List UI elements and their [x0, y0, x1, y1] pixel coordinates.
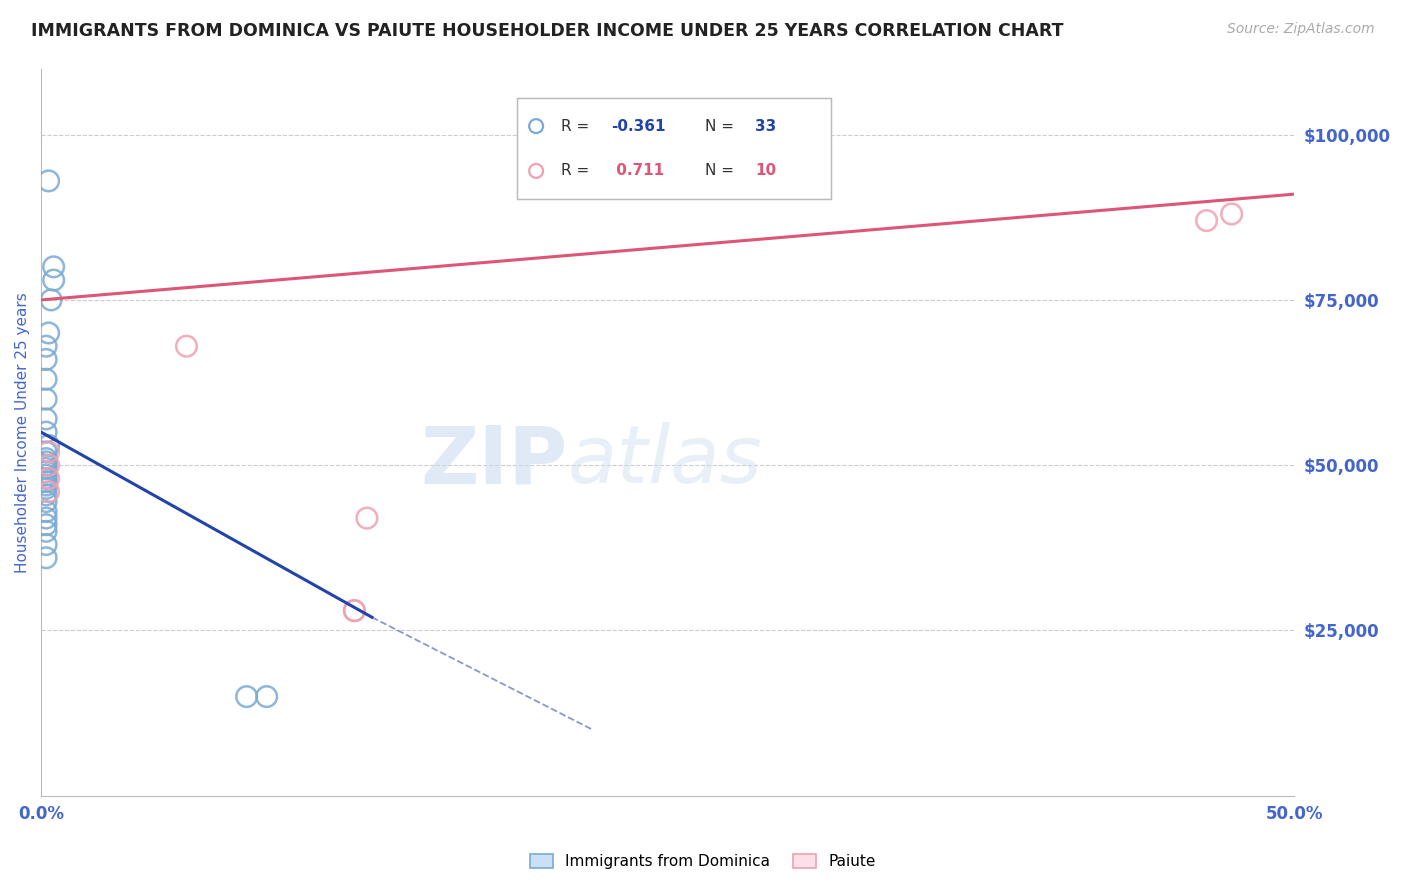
Point: [38, 458, 60, 473]
Point: [176, 339, 198, 353]
Point: [343, 604, 366, 618]
Point: [38, 471, 60, 485]
Point: [35, 475, 58, 489]
Point: [35, 458, 58, 473]
Point: [39, 293, 62, 307]
Point: [35, 465, 58, 479]
Point: [35, 517, 58, 532]
Point: [35, 494, 58, 508]
Point: [235, 690, 257, 704]
Text: ZIP: ZIP: [420, 422, 568, 500]
Point: [35, 471, 58, 485]
Y-axis label: Householder Income Under 25 years: Householder Income Under 25 years: [15, 292, 30, 573]
Point: [356, 511, 378, 525]
Legend: Immigrants from Dominica, Paiute: Immigrants from Dominica, Paiute: [524, 848, 882, 875]
Point: [35, 504, 58, 518]
Point: [35, 488, 58, 502]
Point: [35, 481, 58, 495]
Point: [35, 412, 58, 426]
Point: [35, 392, 58, 406]
Point: [35, 468, 58, 483]
Point: [35, 445, 58, 459]
Point: [256, 690, 278, 704]
Point: [38, 326, 60, 340]
Point: [38, 445, 60, 459]
Point: [343, 604, 366, 618]
Point: [38, 438, 60, 452]
Point: [35, 425, 58, 439]
Point: [35, 455, 58, 469]
Point: [35, 478, 58, 492]
Text: Source: ZipAtlas.com: Source: ZipAtlas.com: [1227, 22, 1375, 37]
Point: [35, 372, 58, 386]
Point: [42, 273, 65, 287]
Point: [35, 537, 58, 551]
Text: IMMIGRANTS FROM DOMINICA VS PAIUTE HOUSEHOLDER INCOME UNDER 25 YEARS CORRELATION: IMMIGRANTS FROM DOMINICA VS PAIUTE HOUSE…: [31, 22, 1063, 40]
Point: [38, 484, 60, 499]
Point: [35, 352, 58, 367]
Point: [1220, 207, 1243, 221]
Point: [35, 550, 58, 565]
Text: atlas: atlas: [568, 422, 762, 500]
Point: [35, 339, 58, 353]
Point: [1195, 213, 1218, 227]
Point: [35, 451, 58, 466]
Point: [35, 461, 58, 475]
Point: [42, 260, 65, 274]
Point: [38, 174, 60, 188]
Point: [35, 511, 58, 525]
Point: [35, 524, 58, 539]
